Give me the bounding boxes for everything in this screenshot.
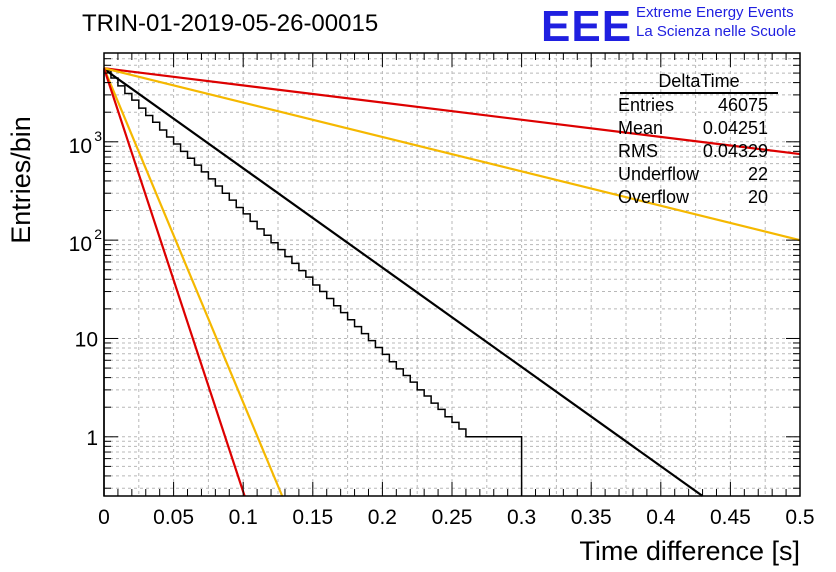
y-tick-label-exponent: 2 [94,226,102,242]
stats-value: 22 [747,164,768,184]
stats-row-entries: Entries 46075 [612,94,778,117]
logo-caption: Extreme Energy Events La Scienza nelle S… [636,3,796,41]
axis-ticks [103,53,801,496]
x-tick-label: 0.45 [710,506,751,529]
histogram-outline [103,69,523,496]
x-tick-label: 0.4 [646,506,676,529]
fit-line [102,67,284,497]
fit-line [103,67,801,156]
x-tick-label: 0.2 [368,506,397,529]
y-axis-label: Entries/bin [6,116,36,244]
fit-line [103,68,704,497]
x-tick-labels: 0 0.05 0.1 0.15 0.2 0.25 0.3 0.35 0.4 0.45 0.5 [98,506,814,529]
stats-row-underflow: Underflow 22 [612,163,778,186]
stats-key: RMS [618,141,658,161]
logo-caption-line2: La Scienza nelle Scuole [636,23,797,40]
x-tick-label: 0.25 [432,506,473,529]
stats-row-overflow: Overflow 20 [612,186,778,209]
y-tick-label: 10 [69,233,92,256]
x-axis-label: Time difference [s] [579,536,800,566]
stats-key: Entries [618,95,675,115]
x-tick-label: 0.5 [785,506,814,529]
eee-logo: EEE [541,2,633,51]
stats-key: Mean [618,118,664,138]
stats-box: DeltaTime Entries 46075 Mean 0.04251 RMS… [612,70,778,209]
x-tick-label: 0.3 [507,506,536,529]
histogram [103,69,523,496]
chart-title: TRIN-01-2019-05-26-00015 [82,10,379,37]
stats-value: 0.04251 [702,118,768,138]
y-tick-label: 10 [69,135,92,158]
stats-row-mean: Mean 0.04251 [612,117,778,140]
stats-value: 20 [747,187,768,207]
stats-key: Underflow [618,164,700,184]
stats-value: 46075 [717,95,768,115]
stats-row-rms: RMS 0.04329 [612,140,778,163]
x-tick-label: 0.15 [292,506,333,529]
y-tick-label: 10 [75,328,98,351]
y-tick-label-exponent: 3 [94,128,102,144]
fit-line [103,67,801,242]
stats-title: DeltaTime [620,70,778,94]
fit-line [102,67,246,497]
x-tick-label: 0 [98,506,110,529]
logo-caption-line1: Extreme Energy Events [636,4,794,21]
stats-value: 0.04329 [702,141,768,161]
y-tick-label: 1 [86,427,98,450]
grid-lines [104,53,800,496]
fit-lines [102,67,801,497]
x-tick-label: 0.05 [153,506,194,529]
x-tick-label: 0.1 [229,506,258,529]
x-tick-label: 0.35 [571,506,612,529]
stats-key: Overflow [618,187,690,207]
